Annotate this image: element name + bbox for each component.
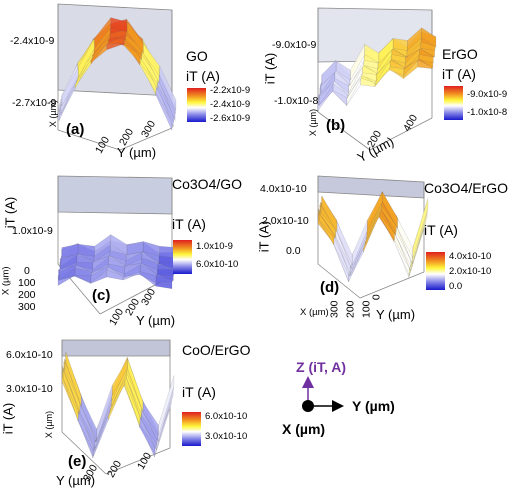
panel-c-colorbar bbox=[173, 240, 192, 274]
c-surface-cell bbox=[78, 244, 95, 257]
panel-d-ytick-3: 100 bbox=[360, 300, 373, 319]
panel-e-xlabel: X (µm) bbox=[44, 410, 55, 439]
panel-d-label: (d) bbox=[320, 279, 340, 296]
panel-b-colorbar bbox=[444, 86, 463, 120]
panel-c-xlabel: X (µm) bbox=[0, 266, 12, 296]
panel-d: 4.0x10-10 2.0x10-10 0.0 iT (A) 300 200 1… bbox=[256, 168, 520, 322]
panel-a-ztick-1: -2.4x10-9 bbox=[10, 35, 55, 47]
panel-d-box bbox=[317, 175, 425, 299]
panel-b-surface bbox=[317, 27, 437, 112]
panel-d-ytick-1: 300 bbox=[328, 300, 341, 319]
panel-e-colorbar-label: iT (A) bbox=[182, 384, 216, 400]
panel-a-ztick-2: -2.7x10-9 bbox=[12, 97, 57, 109]
panel-a-title: GO bbox=[186, 48, 208, 64]
panel-d-ztick-3: 0.0 bbox=[286, 245, 301, 257]
panel-e-ylabel: Y (µm) bbox=[56, 473, 96, 488]
panel-a: -2.4x10-9 -2.7x10-9 X (µm) 100 200 300 Y… bbox=[0, 0, 260, 160]
x-axis-label: X (µm) bbox=[282, 421, 326, 437]
panel-b-title: ErGO bbox=[442, 46, 478, 62]
panel-b-xlabel: X (µm) bbox=[308, 108, 319, 137]
panel-a-colorbar-label: iT (A) bbox=[186, 68, 220, 84]
panel-c-xtick-2: 100 bbox=[18, 277, 36, 289]
panel-d-ylabel: Y (µm) bbox=[376, 307, 416, 322]
panel-b-cbtick-1: -9.0x10-9 bbox=[467, 89, 508, 100]
panel-a-cbtick-2: -2.4x10-9 bbox=[210, 99, 251, 110]
panel-b-ztick-1: -9.0x10-9 bbox=[272, 39, 317, 51]
panel-d-zlabel: iT (A) bbox=[256, 220, 272, 253]
panel-e-box bbox=[61, 339, 171, 475]
panel-d-ztick-1: 4.0x10-10 bbox=[260, 183, 307, 195]
e-surface-cell bbox=[158, 375, 175, 436]
panel-d-ytick-2: 200 bbox=[344, 300, 357, 319]
panel-e-colorbar bbox=[182, 412, 201, 446]
panel-d-cbtick-2: 2.0x10-10 bbox=[449, 266, 492, 277]
panel-b-colorbar-label: iT (A) bbox=[442, 66, 476, 82]
panel-d-cbtick-1: 4.0x10-10 bbox=[449, 251, 492, 262]
panel-d-colorbar-label: iT (A) bbox=[424, 222, 458, 238]
panel-c-title: Co3O4/GO bbox=[172, 176, 243, 192]
panel-c-cbtick-2: 6.0x10-10 bbox=[196, 259, 239, 270]
b-surface-cell bbox=[421, 27, 437, 48]
panel-d-ztick-2: 2.0x10-10 bbox=[262, 215, 309, 227]
panel-d-xlabel: X (µm) bbox=[300, 307, 329, 318]
panel-e-label: (e) bbox=[68, 453, 87, 470]
panel-a-xlabel: X (µm) bbox=[48, 99, 59, 128]
panel-b-cbtick-2: -1.0x10-8 bbox=[467, 107, 508, 118]
panel-e-cbtick-2: 3.0x10-10 bbox=[205, 431, 248, 442]
panel-a-label: (a) bbox=[66, 121, 85, 138]
panel-d-ytick-4: 0 bbox=[370, 294, 383, 301]
panel-c-ztick-1: 1.0x10-9 bbox=[12, 225, 53, 237]
panel-e-title: CoO/ErGO bbox=[182, 342, 251, 358]
panel-d-cbtick-3: 0.0 bbox=[449, 281, 463, 292]
panel-e-cbtick-1: 6.0x10-10 bbox=[205, 411, 248, 422]
panel-b-ztick-2: -1.0x10-8 bbox=[274, 95, 319, 107]
panel-c-ylabel: Y (µm) bbox=[136, 313, 176, 328]
panel-a-ylabel: Y (µm) bbox=[117, 145, 157, 160]
panel-e-plot bbox=[61, 339, 175, 475]
panel-b-label: (b) bbox=[326, 117, 346, 134]
panel-c-xtick-4: 300 bbox=[18, 301, 36, 313]
panel-e-surface bbox=[61, 352, 175, 458]
panel-c-colorbar-label: iT (A) bbox=[172, 216, 206, 232]
panel-b-plot bbox=[317, 7, 437, 151]
d-surface-cell bbox=[412, 198, 429, 258]
y-axis-label: Y (µm) bbox=[352, 398, 395, 414]
panel-c-xtick-3: 200 bbox=[18, 289, 36, 301]
panel-c-cbtick-1: 1.0x10-9 bbox=[196, 241, 233, 252]
x-axis-origin-dot bbox=[302, 400, 314, 412]
a-surface-cell bbox=[159, 66, 177, 111]
panel-a-surface bbox=[57, 17, 177, 131]
panel-b-zlabel: iT (A) bbox=[262, 52, 278, 85]
panel-c: 1.0x10-9 iT (A) 0 100 200 300 X (µm) 100… bbox=[0, 164, 260, 334]
panel-e-ztick-2: 3.0x10-10 bbox=[6, 383, 53, 395]
panel-c-surface bbox=[57, 234, 177, 289]
panel-c-zlabel: iT (A) bbox=[2, 196, 18, 229]
axis-legend: Z (iT, A) Y (µm) X (µm) bbox=[280, 344, 480, 454]
panel-a-cbtick-1: -2.2x10-9 bbox=[210, 85, 251, 96]
panel-a-colorbar bbox=[187, 88, 206, 122]
panel-a-plot bbox=[57, 3, 177, 151]
panel-d-surface bbox=[317, 190, 429, 282]
panel-c-xtick-1: 0 bbox=[24, 265, 30, 277]
panel-d-title: Co3O4/ErGO bbox=[424, 180, 509, 196]
axis-legend-arrows bbox=[302, 376, 344, 412]
panel-c-plot bbox=[57, 175, 177, 315]
panel-c-label: (c) bbox=[92, 287, 111, 304]
panel-d-plot bbox=[317, 175, 429, 299]
panel-b: -9.0x10-9 -1.0x10-8 iT (A) X (µm) 200 40… bbox=[260, 0, 520, 165]
panel-d-colorbar bbox=[426, 252, 445, 290]
panel-e-zlabel: iT (A) bbox=[0, 402, 16, 435]
z-axis-label: Z (iT, A) bbox=[296, 359, 347, 375]
b-surface-cell bbox=[393, 38, 408, 51]
panel-e: 6.0x10-10 3.0x10-10 iT (A) X (µm) 300 20… bbox=[0, 334, 260, 493]
panel-a-cbtick-3: -2.6x10-9 bbox=[210, 113, 251, 124]
panel-e-ztick-1: 6.0x10-10 bbox=[6, 349, 53, 361]
